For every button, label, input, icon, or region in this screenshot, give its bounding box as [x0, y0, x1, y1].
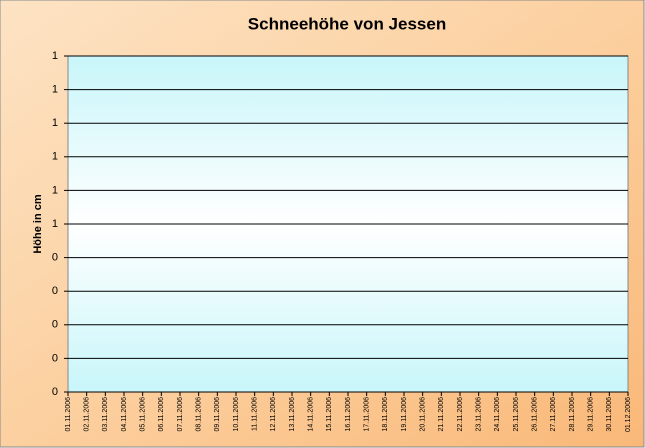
x-tick-label: 28.11.2006	[569, 397, 576, 432]
x-tick-label: 12.11.2006	[270, 397, 277, 432]
y-tick-label: 0	[52, 352, 58, 364]
x-tick-label: 14.11.2006	[308, 397, 315, 432]
x-tick-label: 09.11.2006	[214, 397, 221, 432]
x-tick-label: 30.11.2006	[606, 397, 613, 432]
x-tick-label: 18.11.2006	[382, 397, 389, 432]
y-tick-label: 1	[52, 184, 58, 196]
x-tick-label: 29.11.2006	[588, 397, 595, 432]
y-tick-label: 1	[52, 218, 58, 230]
chart-title: Schneehöhe von Jessen	[248, 14, 446, 33]
x-tick-label: 05.11.2006	[140, 397, 147, 432]
x-tick-label: 26.11.2006	[532, 397, 539, 432]
x-tick-label: 23.11.2006	[476, 397, 483, 432]
x-tick-label: 10.11.2006	[233, 397, 240, 432]
y-tick-label: 1	[52, 117, 58, 129]
y-tick-label: 1	[52, 50, 58, 62]
x-tick-label: 16.11.2006	[345, 397, 352, 432]
x-tick-label: 24.11.2006	[494, 397, 501, 432]
y-tick-label: 0	[52, 285, 58, 297]
x-tick-label: 19.11.2006	[401, 397, 408, 432]
x-tick-label: 01.11.2006	[65, 397, 72, 432]
x-tick-label: 20.11.2006	[420, 397, 427, 432]
y-tick-label: 1	[52, 84, 58, 96]
y-tick-label: 0	[52, 386, 58, 398]
x-tick-label: 02.11.2006	[84, 397, 91, 432]
x-tick-label: 07.11.2006	[177, 397, 184, 432]
x-tick-label: 13.11.2006	[289, 397, 296, 432]
x-tick-label: 22.11.2006	[457, 397, 464, 432]
x-tick-label: 17.11.2006	[364, 397, 371, 432]
x-tick-label: 21.11.2006	[438, 397, 445, 432]
x-tick-label: 15.11.2006	[326, 397, 333, 432]
x-tick-label: 25.11.2006	[513, 397, 520, 432]
x-tick-label: 11.11.2006	[252, 397, 259, 431]
x-tick-label: 27.11.2006	[550, 397, 557, 432]
x-tick-label: 03.11.2006	[102, 397, 109, 432]
y-tick-label: 0	[52, 252, 58, 264]
x-tick-label: 06.11.2006	[158, 397, 165, 432]
x-tick-label: 04.11.2006	[121, 397, 128, 432]
x-tick-label: 08.11.2006	[196, 397, 203, 432]
y-axis-label: Höhe in cm	[32, 194, 44, 254]
y-tick-label: 1	[52, 151, 58, 163]
y-tick-label: 0	[52, 319, 58, 331]
x-tick-label: 01.12.2006	[625, 397, 632, 432]
